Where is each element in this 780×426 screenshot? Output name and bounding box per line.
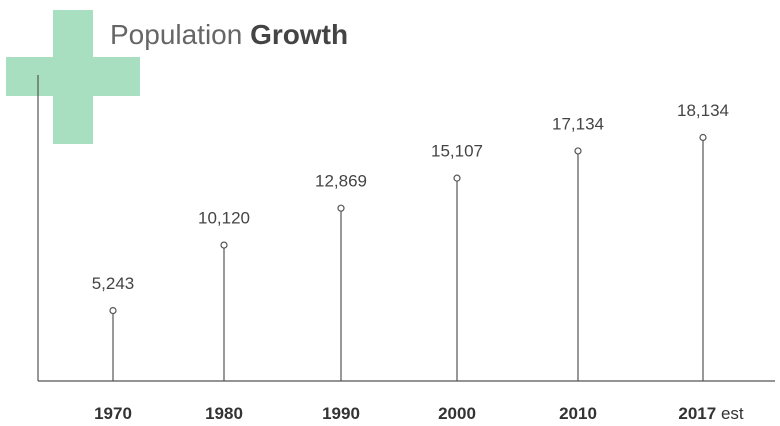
category: 2017: [678, 404, 716, 423]
dot: [337, 204, 345, 212]
chart-title: Population Growth: [110, 19, 348, 50]
value-label: 5,243: [92, 274, 135, 293]
value-label: 18,134: [677, 101, 729, 120]
category: 2000: [438, 404, 476, 423]
value-label: 15,107: [431, 142, 483, 161]
category: 1970: [94, 404, 132, 423]
value-label: 10,120: [198, 209, 250, 228]
category-annotation: est: [721, 404, 744, 423]
x-tick-label: 2000: [438, 404, 476, 423]
category: 1990: [322, 404, 360, 423]
title-regular: Population: [110, 19, 242, 50]
category: 2010: [559, 404, 597, 423]
value-label: 17,134: [552, 114, 604, 133]
dot: [699, 133, 707, 142]
x-tick-label: 1970: [94, 404, 132, 423]
title-bold: Growth: [250, 19, 348, 50]
x-tick-label: 1980: [205, 404, 243, 423]
dot: [574, 147, 582, 155]
x-tick-label: 2010: [559, 404, 597, 423]
dot: [109, 306, 117, 315]
x-tick-label: 1990: [322, 404, 360, 423]
dot: [453, 174, 461, 182]
dot: [220, 241, 228, 249]
x-tick-label: 2017 est: [678, 404, 744, 423]
category: 1980: [205, 404, 243, 423]
value-label: 12,869: [315, 172, 367, 191]
decor-cross-horizontal: [6, 57, 140, 96]
